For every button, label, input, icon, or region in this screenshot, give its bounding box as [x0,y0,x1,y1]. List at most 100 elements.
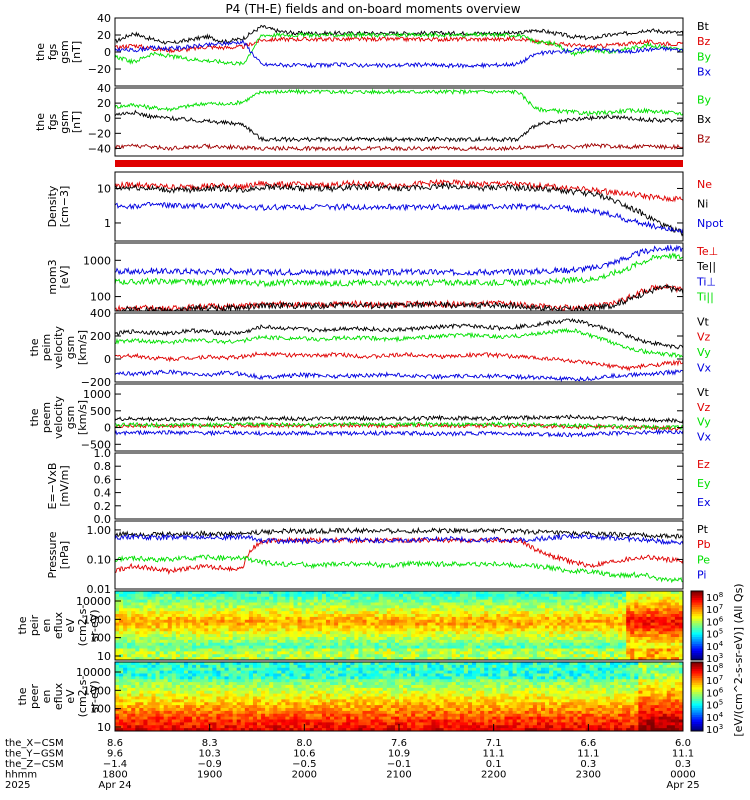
heatmap-cell [403,599,408,603]
heatmap-cell [192,608,197,612]
heatmap-cell [155,687,161,692]
heatmap-cell [524,625,530,629]
heatmap-cell [228,716,234,720]
heatmap-cell [257,696,262,700]
heatmap-cell [179,593,185,598]
heatmap-cell [488,628,493,632]
heatmap-cell [244,693,250,697]
heatmap-cell [528,614,534,618]
heatmap-cell [536,605,542,609]
heatmap-cell [248,645,254,649]
heatmap-cell [500,657,505,661]
heatmap-cell [399,625,404,629]
heatmap-cell [605,616,611,621]
heatmap-cell [167,651,173,655]
heatmap-cell [244,605,250,609]
heatmap-cell [115,685,120,689]
heatmap-cell [196,662,201,666]
heatmap-cell [200,696,205,700]
heatmap-cell [240,693,246,697]
heatmap-cell [585,651,591,655]
heatmap-cell [370,651,376,655]
heatmap-cell [463,593,469,598]
heatmap-cell [127,670,132,674]
heatmap-cell [674,596,680,601]
heatmap-cell [159,625,165,629]
heatmap-cell [196,631,201,635]
heatmap-cell [463,639,469,644]
heatmap-cell [208,657,213,661]
heatmap-cell [220,611,225,615]
heatmap-cell [317,664,323,669]
heatmap-cell [159,642,165,647]
heatmap-cell [589,599,595,603]
heatmap-cell [634,611,639,615]
heatmap-cell [321,719,327,723]
heatmap-cell [297,702,303,706]
heatmap-cell [127,614,132,618]
heatmap-cell [167,679,173,683]
heatmap-cell [358,611,363,615]
heatmap-cell [200,719,205,723]
heatmap-cell [301,631,307,635]
heatmap-cell [354,628,359,632]
heatmap-cell [439,625,445,629]
heatmap-cell [119,664,124,669]
heatmap-cell [232,722,238,726]
heatmap-cell [614,605,619,609]
heatmap-cell [585,605,591,609]
heatmap-cell [455,593,461,598]
heatmap-cell [459,599,465,603]
heatmap-cell [390,651,396,655]
heatmap-cell [512,605,518,609]
heatmap-cell [366,628,371,632]
heatmap-cell [419,619,424,624]
heatmap-cell [269,716,274,720]
y-tick-label: 10 [97,182,111,195]
heatmap-cell [642,591,647,595]
heatmap-cell [573,614,578,618]
heatmap-cell [159,687,165,692]
heatmap-cell [313,705,319,709]
heatmap-cell [175,687,181,692]
heatmap-cell [516,651,522,655]
heatmap-cell [480,596,485,601]
heatmap-cell [240,676,246,680]
heatmap-cell [183,673,189,677]
heatmap-cell [232,605,238,609]
heatmap-cell [642,631,647,635]
heatmap-cell [354,654,359,658]
heatmap-cell [155,667,161,672]
heatmap-cell [358,634,363,638]
heatmap-cell [439,611,445,615]
heatmap-cell [147,690,152,695]
heatmap-cell [236,616,242,621]
heatmap-cell [431,645,436,649]
heatmap-cell [419,593,424,598]
heatmap-cell [646,596,651,601]
heatmap-cell [411,642,416,647]
heatmap-cell [415,625,420,629]
heatmap-cell [577,605,582,609]
heatmap-cell [127,596,132,601]
heatmap-cell [248,602,254,606]
heatmap-cell [557,611,562,615]
heatmap-cell [370,631,376,635]
heatmap-cell [638,619,643,624]
heatmap-cell [382,642,388,647]
heatmap-cell [248,614,254,618]
heatmap-cell [330,716,335,720]
colorbar-cell [691,655,703,659]
heatmap-cell [638,648,643,652]
heatmap-cell [257,593,262,598]
heatmap-cell [232,687,238,692]
heatmap-cell [407,619,412,624]
heatmap-cell [196,593,201,598]
heatmap-cell [419,654,424,658]
heatmap-cell [658,596,664,601]
heatmap-cell [313,699,319,703]
heatmap-cell [285,599,290,603]
heatmap-cell [407,608,412,612]
heatmap-cell [216,631,221,635]
